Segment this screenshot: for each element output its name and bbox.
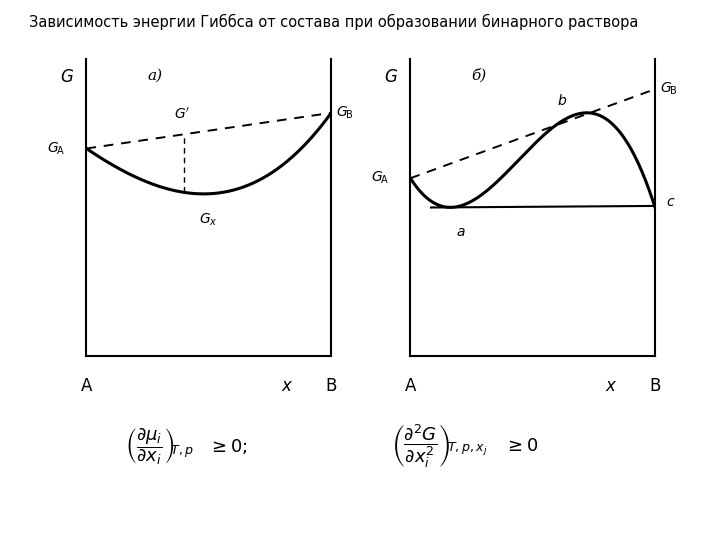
Text: $x$: $x$ bbox=[605, 377, 617, 395]
Text: $G_{\!\mathrm{A}}$: $G_{\!\mathrm{A}}$ bbox=[371, 170, 388, 186]
Text: B: B bbox=[325, 377, 337, 395]
Text: $G_{\!\mathrm{A}}$: $G_{\!\mathrm{A}}$ bbox=[47, 140, 64, 157]
Text: Зависимость энергии Гиббса от состава при образовании бинарного раствора: Зависимость энергии Гиббса от состава пр… bbox=[29, 14, 638, 30]
Text: $\left(\dfrac{\partial \mu_i}{\partial x_i}\right)_{\!\!T,p}$: $\left(\dfrac{\partial \mu_i}{\partial x… bbox=[125, 426, 194, 467]
Text: $b$: $b$ bbox=[557, 93, 567, 108]
Text: $G_{\!\mathrm{B}}$: $G_{\!\mathrm{B}}$ bbox=[660, 81, 678, 97]
Text: B: B bbox=[649, 377, 661, 395]
Text: $c$: $c$ bbox=[667, 195, 676, 209]
Text: $\left(\dfrac{\partial^2 G}{\partial x_i^2}\right)_{\!\!T,p,x_j}$: $\left(\dfrac{\partial^2 G}{\partial x_i… bbox=[392, 422, 488, 470]
Text: $G$: $G$ bbox=[384, 68, 398, 86]
Text: $x$: $x$ bbox=[281, 377, 293, 395]
Text: $G$: $G$ bbox=[60, 68, 74, 86]
Text: а): а) bbox=[148, 68, 163, 82]
Text: $\geq 0$: $\geq 0$ bbox=[504, 437, 538, 455]
Text: $G_{\!\mathrm{B}}$: $G_{\!\mathrm{B}}$ bbox=[336, 105, 354, 121]
Text: A: A bbox=[81, 377, 92, 395]
Text: $G'$: $G'$ bbox=[174, 107, 190, 123]
Text: $a$: $a$ bbox=[456, 225, 465, 239]
Text: $G_x$: $G_x$ bbox=[199, 212, 217, 228]
Text: $\geq 0;$: $\geq 0;$ bbox=[208, 437, 248, 456]
Text: A: A bbox=[405, 377, 416, 395]
Text: б): б) bbox=[472, 68, 487, 83]
